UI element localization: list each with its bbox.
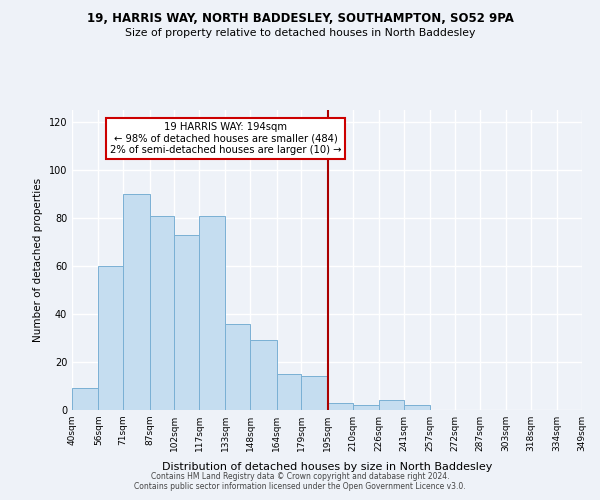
Text: Size of property relative to detached houses in North Baddesley: Size of property relative to detached ho… (125, 28, 475, 38)
Bar (175, 235, 199, 410)
Bar (226, 324, 250, 410)
Text: 19 HARRIS WAY: 194sqm
← 98% of detached houses are smaller (484)
2% of semi-deta: 19 HARRIS WAY: 194sqm ← 98% of detached … (110, 122, 341, 156)
Text: Contains HM Land Registry data © Crown copyright and database right 2024.: Contains HM Land Registry data © Crown c… (151, 472, 449, 481)
Y-axis label: Number of detached properties: Number of detached properties (33, 178, 43, 342)
Bar (328, 403, 353, 410)
Bar (353, 405, 379, 410)
Bar (250, 340, 277, 410)
Bar (199, 216, 226, 410)
Bar (149, 216, 175, 410)
Bar (123, 194, 149, 410)
Bar (404, 405, 430, 410)
Bar (379, 400, 404, 410)
Text: 19, HARRIS WAY, NORTH BADDESLEY, SOUTHAMPTON, SO52 9PA: 19, HARRIS WAY, NORTH BADDESLEY, SOUTHAM… (86, 12, 514, 26)
Bar (301, 376, 328, 410)
X-axis label: Distribution of detached houses by size in North Baddesley: Distribution of detached houses by size … (162, 462, 492, 472)
Bar (72, 388, 98, 410)
Bar (98, 266, 123, 410)
Bar (277, 374, 301, 410)
Text: Contains public sector information licensed under the Open Government Licence v3: Contains public sector information licen… (134, 482, 466, 491)
